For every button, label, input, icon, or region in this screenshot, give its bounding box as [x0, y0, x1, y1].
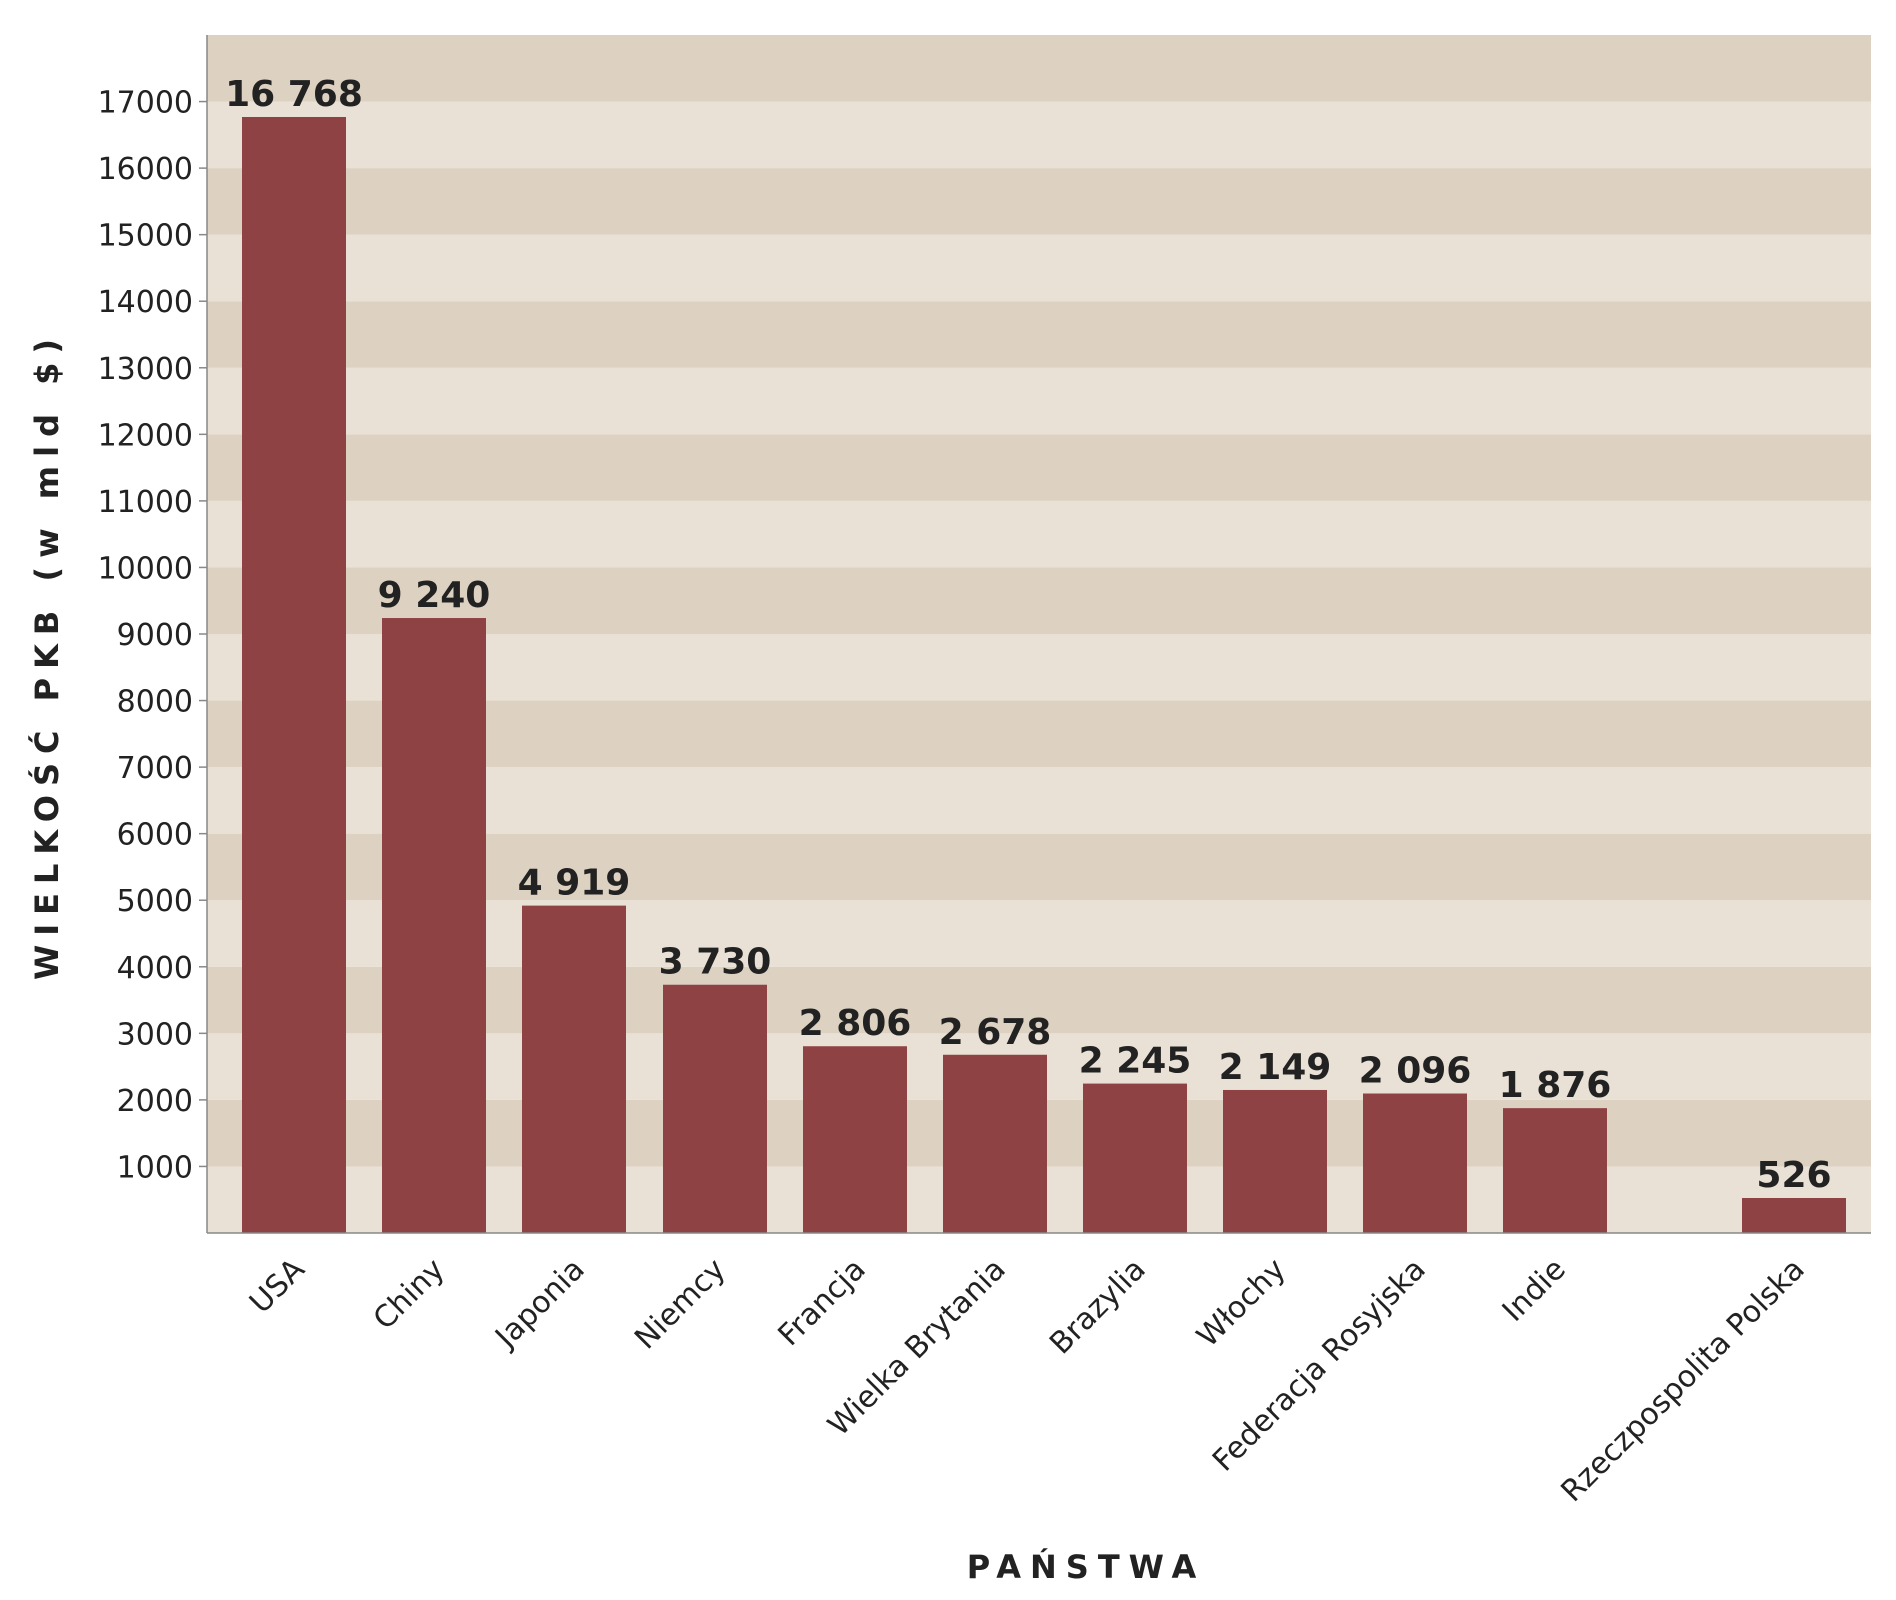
- grid-band: [207, 101, 1871, 169]
- grid-band: [207, 367, 1871, 435]
- bar: [382, 618, 486, 1233]
- category-label: USA: [243, 1252, 312, 1321]
- y-tick-label: 4000: [117, 951, 193, 986]
- x-axis-title: PAŃSTWA: [967, 1548, 1206, 1586]
- bar-value-label: 3 730: [659, 942, 772, 983]
- grid-band: [207, 168, 1871, 235]
- bar: [1503, 1108, 1607, 1233]
- grid-band: [207, 500, 1871, 568]
- bar: [1223, 1089, 1327, 1233]
- y-tick-label: 2000: [117, 1084, 193, 1119]
- bar: [1742, 1197, 1846, 1233]
- bar: [943, 1054, 1047, 1233]
- y-axis-ticks: 1000 2000 3000 4000 5000 6000 7000 8000 9000 1000…: [98, 86, 207, 1185]
- category-label: Rzeczpospolita Polska: [1555, 1252, 1812, 1509]
- y-tick-label: 8000: [117, 685, 193, 720]
- y-tick-label: 15000: [98, 219, 193, 254]
- bar: [1363, 1093, 1467, 1233]
- y-tick-label: 9000: [117, 618, 193, 653]
- bar-value-label: 9 240: [378, 575, 491, 616]
- bar-value-label: 2 096: [1359, 1050, 1472, 1091]
- y-tick-label: 3000: [117, 1017, 193, 1052]
- bar-value-label: 2 245: [1079, 1041, 1192, 1082]
- y-tick-label: 12000: [98, 418, 193, 453]
- y-tick-label: 17000: [98, 86, 193, 121]
- bar-value-label: 16 768: [225, 74, 363, 115]
- y-tick-label: 10000: [98, 551, 193, 586]
- category-label: Brazylia: [1043, 1252, 1153, 1362]
- bar: [663, 984, 767, 1233]
- bar-value-label: 4 919: [518, 863, 631, 904]
- category-label: Włochy: [1190, 1252, 1292, 1354]
- category-label: Japonia: [487, 1252, 591, 1356]
- bar-value-label: 2 149: [1219, 1047, 1332, 1088]
- bar: [522, 905, 626, 1233]
- bar-value-label: 2 806: [799, 1003, 912, 1044]
- y-tick-label: 5000: [117, 884, 193, 919]
- y-axis-title: WIELKOŚĆ PKB (w mld $): [27, 330, 66, 980]
- y-tick-label: 14000: [98, 285, 193, 320]
- y-tick-label: 13000: [98, 352, 193, 387]
- y-tick-label: 16000: [98, 152, 193, 187]
- bar-value-label: 2 678: [939, 1012, 1052, 1053]
- y-tick-label: 7000: [117, 751, 193, 786]
- grid-band: [207, 234, 1871, 302]
- y-tick-label: 1000: [117, 1150, 193, 1185]
- bar: [242, 116, 346, 1233]
- category-label: Chiny: [367, 1252, 452, 1337]
- y-tick-label: 11000: [98, 485, 193, 520]
- grid-band: [207, 35, 1871, 102]
- y-tick-label: 6000: [117, 818, 193, 853]
- grid-band: [207, 301, 1871, 368]
- bar-value-label: 526: [1756, 1155, 1831, 1196]
- grid-band: [207, 434, 1871, 501]
- bar-value-label: 1 876: [1499, 1065, 1612, 1106]
- bar: [1083, 1083, 1187, 1233]
- category-label: Niemcy: [628, 1252, 732, 1356]
- category-label: Indie: [1496, 1252, 1573, 1329]
- bars: [242, 116, 1846, 1233]
- bar: [803, 1046, 907, 1233]
- category-label: Francja: [772, 1252, 873, 1353]
- bar-value-labels: 16 768 9 240 4 919 3 730 2 806 2 678 2 245 2 14…: [225, 74, 1831, 1196]
